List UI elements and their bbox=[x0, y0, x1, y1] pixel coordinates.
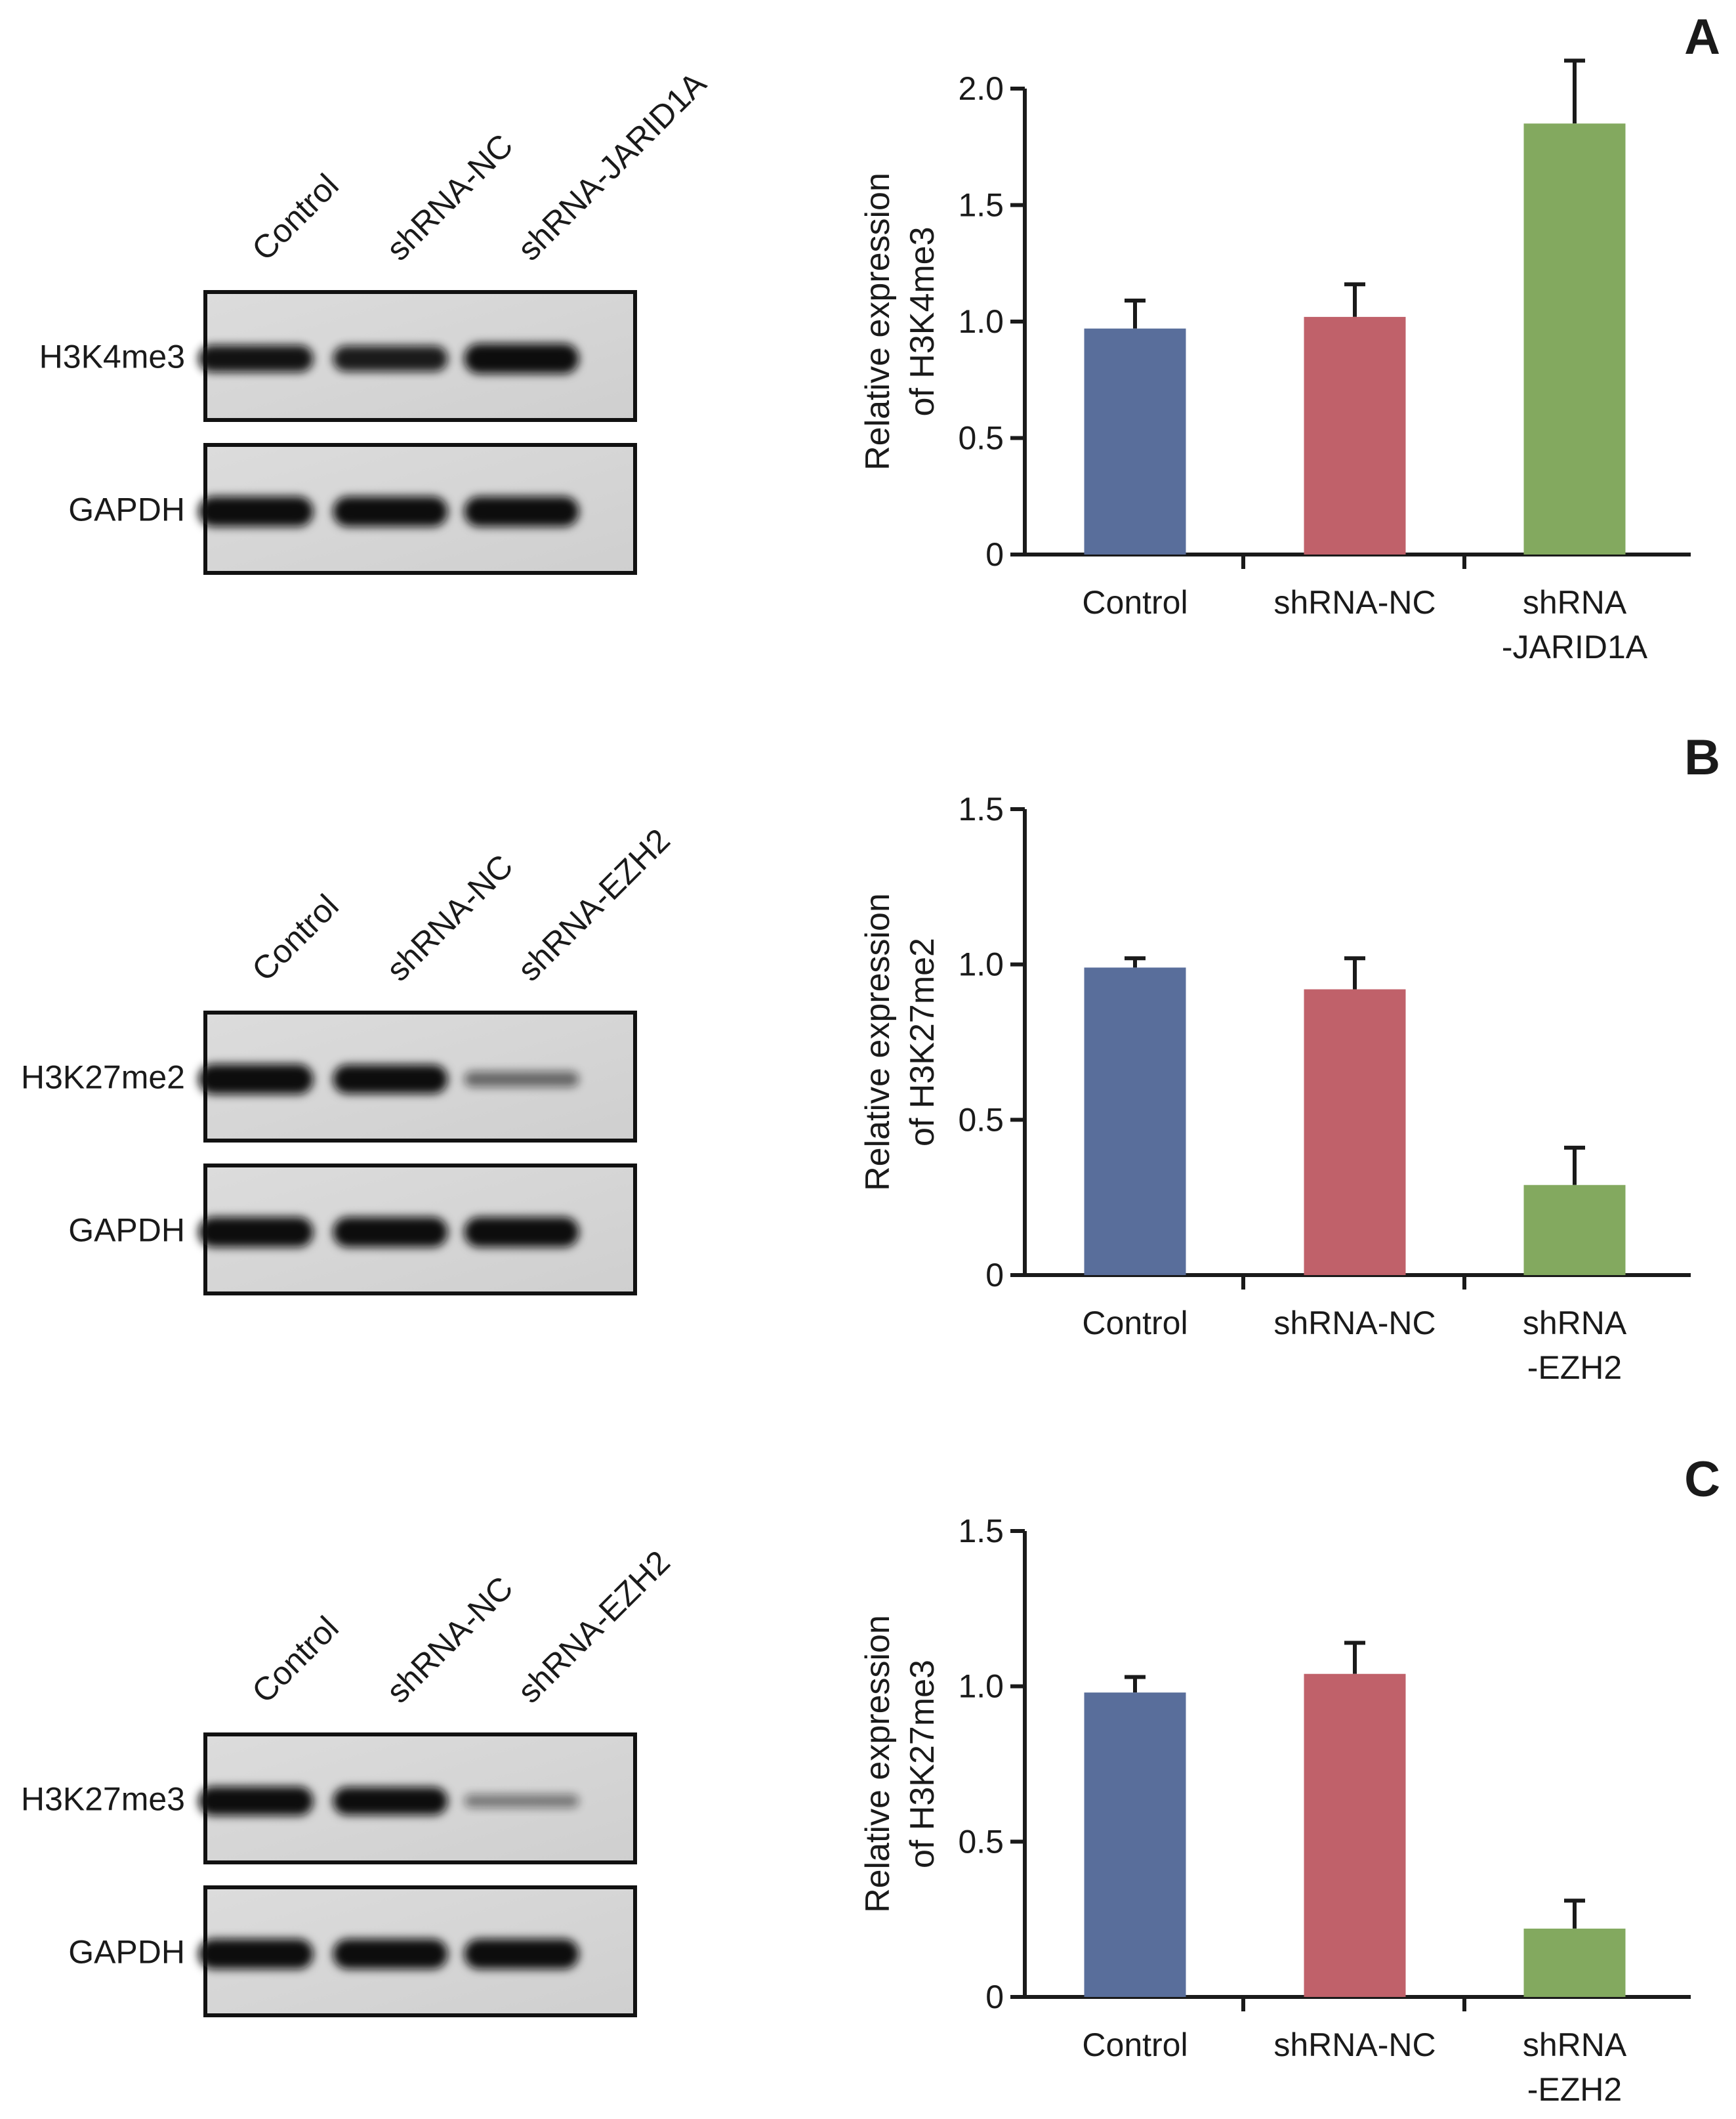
lane-label: shRNA-NC bbox=[379, 847, 520, 988]
blot-band bbox=[333, 1939, 448, 1969]
lane-label: shRNA-EZH2 bbox=[510, 1543, 677, 1710]
panel-label: A bbox=[1684, 9, 1720, 65]
blot-row-label: GAPDH bbox=[68, 1212, 185, 1249]
blot-band bbox=[333, 496, 448, 527]
x-tick-label: Control bbox=[1082, 1305, 1188, 1341]
panel-a: A Control shRNA-NCshRNA-JARID1AH3K4me3GAP… bbox=[39, 9, 1720, 665]
bar-chart: 0 0.5 1.0 1.5 2.0 Control shRNA-NC shRNA -JARID1… bbox=[859, 58, 1691, 665]
blot-band bbox=[198, 1217, 314, 1248]
blot-band bbox=[464, 1794, 579, 1808]
y-tick-label: 1.0 bbox=[958, 303, 1004, 340]
x-tick-label: shRNA-NC bbox=[1273, 584, 1436, 621]
blot-band bbox=[333, 1064, 448, 1094]
y-axis-label: Relative expression bbox=[859, 1615, 897, 1913]
bar-chart: 0 0.5 1.0 1.5 Control shRNA-NC shRNA -EZH2 Relat… bbox=[859, 791, 1691, 1386]
lane-label: shRNA-JARID1A bbox=[510, 65, 713, 268]
blot-band bbox=[198, 496, 314, 527]
blot-band bbox=[464, 1217, 579, 1248]
bar bbox=[1084, 1692, 1186, 1997]
x-tick-label: shRNA-NC bbox=[1273, 1305, 1436, 1341]
blot-row-label: H3K27me3 bbox=[21, 1781, 185, 1818]
x-tick-label: shRNA bbox=[1523, 1305, 1627, 1341]
y-tick-label: 1.5 bbox=[958, 1513, 1004, 1549]
x-tick-label: shRNA bbox=[1523, 584, 1627, 621]
lane-label: shRNA-NC bbox=[379, 127, 520, 267]
blot-band bbox=[198, 345, 314, 372]
panel-label: B bbox=[1684, 730, 1720, 786]
panel-c: C Control shRNA-NCshRNA-EZH2H3K27me3GAPDH… bbox=[21, 1452, 1720, 2108]
y-axis-label: of H3K27me2 bbox=[903, 938, 941, 1146]
panel-label: C bbox=[1684, 1452, 1720, 1507]
bar bbox=[1304, 316, 1406, 555]
lane-label: Control bbox=[245, 887, 346, 988]
x-tick-label: Control bbox=[1082, 584, 1188, 621]
lane-label: shRNA-NC bbox=[379, 1569, 520, 1710]
lane-label: Control bbox=[245, 167, 346, 268]
blot-row-label: GAPDH bbox=[68, 492, 185, 528]
bar bbox=[1523, 1928, 1626, 1997]
lane-label: Control bbox=[245, 1609, 346, 1710]
blot-row-label: GAPDH bbox=[68, 1934, 185, 1971]
y-tick-label: 1.0 bbox=[958, 1668, 1004, 1705]
lane-label: shRNA-EZH2 bbox=[510, 822, 677, 988]
blot-band bbox=[464, 496, 579, 527]
x-tick-label: -EZH2 bbox=[1527, 2071, 1622, 2108]
y-axis-label: of H3K27me3 bbox=[903, 1660, 941, 1868]
bar bbox=[1084, 967, 1186, 1275]
y-tick-label: 1.5 bbox=[958, 791, 1004, 828]
bar-chart: 0 0.5 1.0 1.5 Control shRNA-NC shRNA -EZH2 Relat… bbox=[859, 1513, 1691, 2108]
blot-band bbox=[198, 1939, 314, 1969]
blot-row-label: H3K27me2 bbox=[21, 1059, 185, 1096]
x-tick-label: shRNA-NC bbox=[1273, 2026, 1436, 2063]
y-tick-label: 0.5 bbox=[958, 1101, 1004, 1138]
blot-band bbox=[333, 1787, 448, 1815]
y-tick-label: 0 bbox=[985, 1979, 1004, 2015]
blot-band bbox=[333, 345, 448, 372]
blot-band bbox=[464, 1071, 579, 1087]
bar bbox=[1523, 123, 1626, 555]
blot-band bbox=[464, 1939, 579, 1969]
y-tick-label: 0.5 bbox=[958, 1823, 1004, 1860]
blot-row-label: H3K4me3 bbox=[39, 339, 185, 375]
bar bbox=[1084, 328, 1186, 555]
y-tick-label: 0.5 bbox=[958, 420, 1004, 457]
bar bbox=[1304, 1673, 1406, 1997]
x-tick-label: -EZH2 bbox=[1527, 1349, 1622, 1386]
y-axis-label: Relative expression bbox=[859, 173, 897, 471]
bar bbox=[1304, 989, 1406, 1275]
x-tick-label: shRNA bbox=[1523, 2026, 1627, 2063]
y-tick-label: 2.0 bbox=[958, 70, 1004, 107]
x-tick-label: Control bbox=[1082, 2026, 1188, 2063]
blot-band bbox=[198, 1064, 314, 1095]
bar bbox=[1523, 1185, 1626, 1275]
y-tick-label: 0 bbox=[985, 1257, 1004, 1293]
y-tick-label: 1.0 bbox=[958, 946, 1004, 983]
blot-band bbox=[464, 343, 579, 374]
x-tick-label: -JARID1A bbox=[1502, 629, 1648, 665]
y-axis-label: of H3K4me3 bbox=[903, 226, 941, 416]
blot-band bbox=[198, 1786, 314, 1816]
blot-band bbox=[333, 1217, 448, 1248]
y-tick-label: 0 bbox=[985, 536, 1004, 573]
y-axis-label: Relative expression bbox=[859, 893, 897, 1191]
y-tick-label: 1.5 bbox=[958, 187, 1004, 224]
panel-b: B Control shRNA-NCshRNA-EZH2H3K27me2GAPDH… bbox=[21, 730, 1720, 1386]
